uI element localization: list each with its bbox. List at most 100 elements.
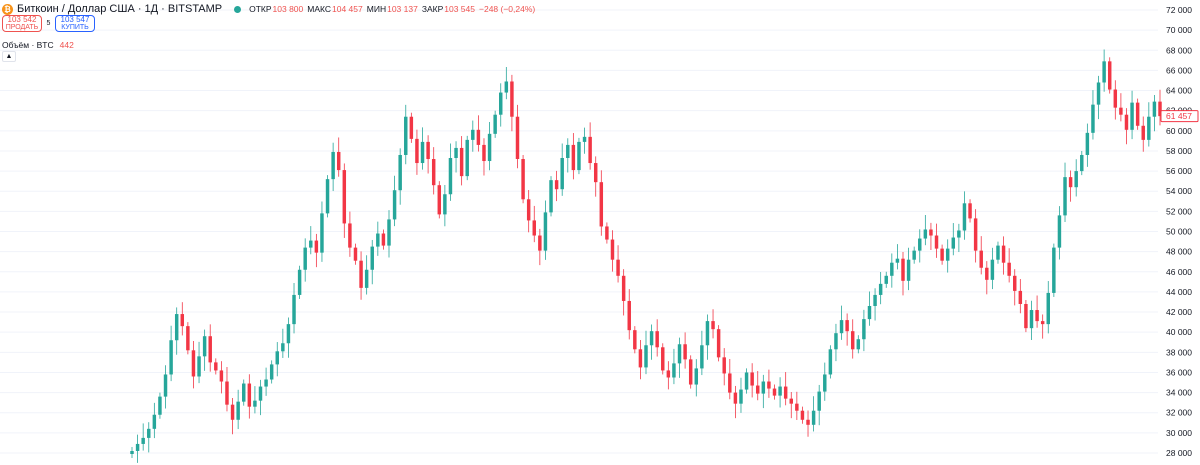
candle-body xyxy=(683,344,687,360)
candle-body xyxy=(811,410,816,425)
candle-body xyxy=(431,159,436,186)
candle-body xyxy=(1119,107,1123,115)
candle-body xyxy=(621,275,626,301)
candle-body xyxy=(1035,310,1039,322)
candle-body xyxy=(1040,321,1045,325)
candle-body xyxy=(258,386,263,401)
candle-body xyxy=(605,226,609,240)
candle-body xyxy=(1018,290,1023,304)
symbol-title[interactable]: Биткоин / Доллар США · 1Д · BITSTAMP xyxy=(17,3,223,15)
candle-body xyxy=(286,324,291,344)
sell-button[interactable]: 103 542 ПРОДАТЬ xyxy=(2,15,42,32)
candle-body xyxy=(817,391,821,411)
candle-body xyxy=(973,218,978,251)
candle-body xyxy=(208,336,212,363)
y-tick-label: 72 000 xyxy=(1166,5,1192,15)
change-value: −248 (−0,24%) xyxy=(479,4,536,14)
open-value: 103 800 xyxy=(272,4,304,14)
candle-body xyxy=(275,351,279,365)
candle-body xyxy=(767,381,771,389)
candle-body xyxy=(180,314,185,327)
y-tick-label: 40 000 xyxy=(1166,327,1192,337)
close-label: ЗАКР xyxy=(421,4,444,14)
candle-body xyxy=(292,294,296,325)
candle-body xyxy=(158,396,162,415)
candle-body xyxy=(152,414,157,429)
candle-body xyxy=(476,129,481,145)
candle-body xyxy=(376,233,380,247)
candle-body xyxy=(638,349,643,368)
candle-body xyxy=(554,180,559,190)
candle-body xyxy=(878,283,883,295)
candle-body xyxy=(1029,310,1034,329)
y-tick-label: 36 000 xyxy=(1166,367,1192,377)
y-tick-label: 44 000 xyxy=(1166,287,1192,297)
candle-body xyxy=(130,450,134,455)
candle-body xyxy=(895,258,900,263)
candle-body xyxy=(1007,262,1011,276)
market-status-icon[interactable] xyxy=(234,5,242,13)
candle-body xyxy=(387,219,391,246)
candle-body xyxy=(655,331,659,348)
candle-body xyxy=(191,350,196,377)
candle-body xyxy=(521,159,525,200)
candle-body xyxy=(297,269,302,295)
candle-body xyxy=(1135,102,1140,126)
candle-body xyxy=(979,250,983,268)
y-tick-label: 38 000 xyxy=(1166,347,1192,357)
candle-body xyxy=(806,419,810,425)
last-price-box xyxy=(1160,110,1199,123)
candle-body xyxy=(526,199,531,221)
price-axis[interactable]: 28 000 30 000 32 000 34 000 36 000 38 000 40 0… xyxy=(1166,5,1192,458)
candle-body xyxy=(761,381,766,394)
candle-body xyxy=(359,260,363,288)
candle-body xyxy=(320,213,324,253)
candle-body xyxy=(1063,177,1067,216)
y-tick-label: 34 000 xyxy=(1166,388,1192,398)
candle-body xyxy=(962,203,967,231)
grid-lines xyxy=(0,9,1158,454)
candle-body xyxy=(1046,292,1050,325)
candle-body xyxy=(219,370,224,382)
candle-body xyxy=(135,443,140,451)
candle-body xyxy=(454,147,458,159)
candle-body xyxy=(1068,177,1073,188)
ohlc-values: ОТКР 103 800 МАКС 104 457 МИН 103 137 ЗА… xyxy=(249,4,539,14)
candle-body xyxy=(370,246,374,270)
candle-body xyxy=(174,314,179,341)
candle-body xyxy=(426,141,430,160)
candle-body xyxy=(163,374,168,397)
candle-body xyxy=(471,129,475,140)
candle-body xyxy=(364,269,369,288)
candle-body xyxy=(705,321,710,346)
candle-body xyxy=(599,182,604,227)
y-tick-label: 66 000 xyxy=(1166,65,1192,75)
candle-body xyxy=(264,379,268,387)
chevron-up-icon[interactable]: ▲ xyxy=(2,51,16,62)
candle-body xyxy=(398,154,402,191)
chart-header: ₿ Биткоин / Доллар США · 1Д · BITSTAMP О… xyxy=(2,2,539,16)
candle-body xyxy=(873,294,877,307)
candle-body xyxy=(230,404,235,420)
candle-body xyxy=(666,370,671,378)
candle-body xyxy=(867,306,872,320)
candle-body xyxy=(582,136,587,142)
volume-legend[interactable]: Объём · BTC 442 xyxy=(2,40,74,50)
candle-body xyxy=(593,163,598,183)
candle-body xyxy=(415,138,419,164)
candle-body xyxy=(1102,61,1106,83)
candle-body xyxy=(247,383,252,407)
candle-body xyxy=(940,248,944,261)
candle-body xyxy=(348,223,352,248)
candle-body xyxy=(459,147,464,177)
buy-button[interactable]: 103 547 КУПИТЬ xyxy=(55,15,95,32)
candle-body xyxy=(186,326,190,351)
candle-body xyxy=(504,81,509,93)
candle-body xyxy=(532,220,536,236)
candle-body xyxy=(588,136,592,164)
candle-body xyxy=(711,321,715,330)
candle-body xyxy=(856,339,861,350)
y-tick-label: 54 000 xyxy=(1166,186,1192,196)
candle-body xyxy=(990,259,995,280)
